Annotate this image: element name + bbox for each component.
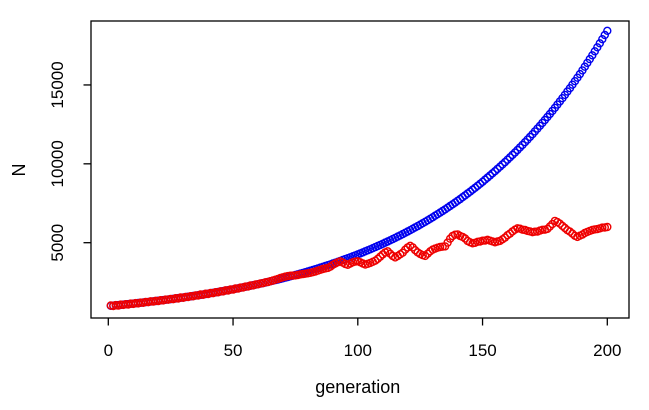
data-point-blue-exponential (475, 179, 485, 189)
data-point-blue-exponential (598, 35, 607, 44)
x-tick-label: 150 (468, 341, 496, 360)
data-point-blue-exponential (490, 166, 500, 176)
data-point-blue-exponential (500, 157, 510, 167)
data-point-blue-exponential (480, 175, 490, 184)
y-axis-title: N (9, 164, 29, 177)
data-point-red-noisy-saturating (555, 219, 565, 228)
data-point-blue-exponential (483, 173, 492, 182)
data-point-red-noisy-saturating (603, 222, 612, 232)
data-point-blue-exponential (488, 169, 497, 178)
data-point-red-noisy-saturating (565, 227, 575, 236)
data-point-blue-exponential (498, 160, 507, 169)
data-point-red-noisy-saturating (373, 254, 382, 263)
data-point-red-noisy-saturating (545, 222, 555, 231)
data-point-red-noisy-saturating (558, 221, 567, 231)
data-point-blue-exponential (485, 171, 495, 180)
data-point-blue-exponential (505, 153, 515, 162)
data-point-blue-exponential (470, 183, 480, 193)
data-point-red-noisy-saturating (538, 225, 547, 235)
data-point-red-noisy-saturating (598, 223, 607, 232)
x-tick-label: 100 (344, 341, 372, 360)
data-point-red-noisy-saturating (543, 224, 552, 234)
data-point-red-noisy-saturating (421, 251, 430, 261)
data-point-blue-exponential (513, 145, 522, 155)
data-point-red-noisy-saturating (376, 252, 385, 261)
data-point-red-noisy-saturating (383, 247, 392, 256)
data-point-blue-exponential (603, 26, 612, 35)
data-point-blue-exponential (508, 150, 517, 160)
x-tick-label: 200 (593, 341, 621, 360)
data-point-blue-exponential (493, 164, 502, 174)
data-point-red-noisy-saturating (500, 233, 510, 242)
data-point-blue-exponential (520, 137, 530, 147)
y-tick-label: 5000 (48, 224, 67, 262)
data-point-blue-exponential (595, 39, 604, 48)
data-point-blue-exponential (600, 30, 609, 40)
x-tick-label: 0 (104, 341, 113, 360)
data-point-red-noisy-saturating (423, 249, 432, 258)
data-point-blue-exponential (495, 162, 505, 171)
data-point-blue-exponential (478, 177, 487, 187)
data-point-blue-exponential (510, 148, 520, 157)
x-axis-title: generation (315, 377, 400, 397)
y-tick-label: 15000 (48, 61, 67, 108)
plot-box (90, 20, 630, 319)
data-point-blue-exponential (515, 143, 525, 152)
data-point-red-noisy-saturating (530, 227, 540, 236)
data-point-blue-exponential (473, 181, 482, 191)
y-tick-label: 10000 (48, 140, 67, 187)
x-tick-label: 50 (224, 341, 243, 360)
data-point-blue-exponential (503, 155, 512, 164)
